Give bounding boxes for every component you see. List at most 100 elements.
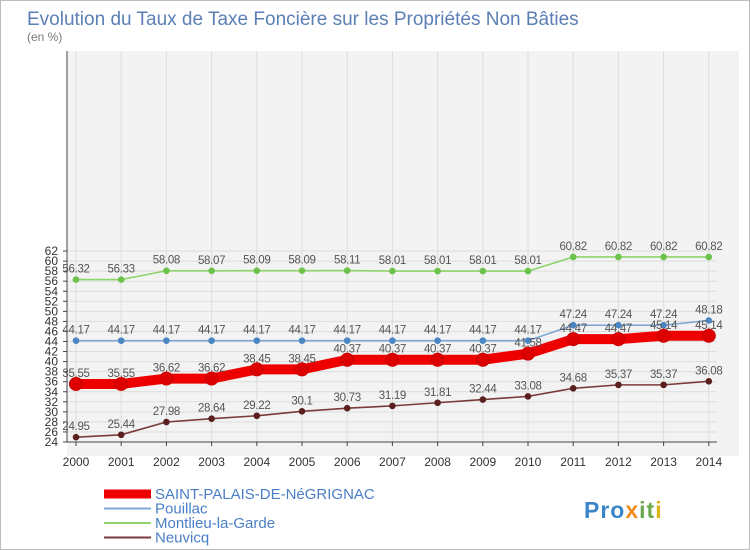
data-point-pouillac [253, 337, 261, 344]
x-tick-label: 2012 [605, 455, 632, 469]
data-point-neuvicq [117, 431, 125, 439]
data-point-saint-palais-de-n-grignac [611, 332, 626, 347]
y-tick-label: 40 [45, 355, 59, 369]
data-point-montlieu-la-garde [524, 267, 532, 275]
data-label-montlieu-la-garde: 56.33 [108, 264, 135, 276]
data-point-saint-palais-de-n-grignac [385, 352, 400, 367]
data-label-saint-palais-de-n-grignac: 40.37 [469, 344, 496, 356]
data-label-saint-palais-de-n-grignac: 45.14 [695, 320, 723, 332]
data-point-saint-palais-de-n-grignac [475, 352, 490, 367]
data-point-montlieu-la-garde [163, 267, 170, 275]
data-label-neuvicq: 30.1 [291, 395, 312, 407]
data-label-montlieu-la-garde: 56.32 [62, 264, 89, 276]
data-point-montlieu-la-garde [479, 267, 487, 275]
data-point-neuvicq [705, 377, 713, 385]
data-point-saint-palais-de-n-grignac [249, 362, 264, 377]
y-tick-label: 58 [45, 264, 59, 278]
data-point-neuvicq [253, 412, 261, 420]
data-point-neuvicq [163, 418, 170, 426]
data-label-saint-palais-de-n-grignac: 35.55 [108, 368, 135, 380]
data-label-pouillac: 44.17 [514, 325, 541, 337]
data-label-saint-palais-de-n-grignac: 38.45 [288, 353, 315, 365]
data-point-saint-palais-de-n-grignac [69, 376, 83, 391]
data-label-saint-palais-de-n-grignac: 35.55 [62, 368, 89, 380]
data-point-montlieu-la-garde [72, 276, 80, 283]
chart-ylabel: (en %) [27, 30, 62, 44]
data-label-montlieu-la-garde: 58.01 [424, 255, 451, 267]
y-tick-label: 24 [45, 435, 59, 449]
data-point-pouillac [569, 321, 577, 329]
data-label-saint-palais-de-n-grignac: 36.62 [198, 363, 225, 375]
data-label-saint-palais-de-n-grignac: 41.58 [514, 338, 541, 350]
y-tick-label: 30 [45, 405, 59, 419]
data-label-neuvicq: 25.44 [108, 419, 136, 431]
x-tick-label: 2010 [515, 455, 542, 469]
data-label-neuvicq: 29.22 [243, 400, 270, 412]
data-label-neuvicq: 35.37 [650, 369, 677, 381]
data-label-neuvicq: 31.81 [424, 387, 451, 399]
y-tick-label: 60 [45, 254, 59, 268]
y-tick-label: 38 [45, 365, 59, 379]
data-label-neuvicq: 27.98 [153, 406, 180, 418]
data-point-montlieu-la-garde [615, 253, 622, 261]
data-point-saint-palais-de-n-grignac [566, 332, 581, 347]
y-tick-label: 44 [45, 335, 59, 349]
x-tick-label: 2003 [198, 455, 225, 469]
data-point-pouillac [208, 337, 215, 344]
x-tick-label: 2007 [379, 455, 406, 469]
x-tick-label: 2001 [108, 455, 135, 469]
data-label-neuvicq: 33.08 [514, 380, 541, 392]
y-tick-label: 48 [45, 314, 59, 328]
data-label-montlieu-la-garde: 58.01 [514, 255, 541, 267]
x-tick-label: 2011 [560, 455, 586, 469]
data-label-pouillac: 44.17 [62, 325, 89, 337]
data-label-pouillac: 47.24 [560, 309, 588, 321]
data-label-pouillac: 44.17 [288, 325, 315, 337]
data-point-montlieu-la-garde [660, 253, 667, 261]
data-label-montlieu-la-garde: 58.07 [198, 255, 225, 267]
data-label-neuvicq: 34.68 [560, 372, 587, 384]
data-label-saint-palais-de-n-grignac: 40.37 [424, 344, 451, 356]
data-point-pouillac [117, 337, 125, 344]
data-point-saint-palais-de-n-grignac [295, 362, 309, 377]
data-point-neuvicq [389, 402, 396, 410]
data-label-montlieu-la-garde: 58.08 [153, 255, 180, 267]
data-point-neuvicq [615, 381, 622, 389]
data-label-saint-palais-de-n-grignac: 40.37 [334, 344, 361, 356]
data-label-pouillac: 44.17 [379, 325, 406, 337]
x-tick-label: 2009 [469, 455, 496, 469]
y-tick-label: 36 [45, 375, 59, 389]
y-tick-label: 52 [45, 294, 59, 308]
y-tick-label: 34 [45, 385, 59, 399]
x-tick-label: 2004 [243, 455, 270, 469]
series-layer [69, 253, 716, 441]
data-point-montlieu-la-garde [208, 267, 215, 275]
legend-label: SAINT-PALAIS-DE-NéGRIGNAC [155, 486, 375, 503]
y-tick-label: 32 [45, 395, 59, 409]
x-tick-label: 2008 [424, 455, 451, 469]
x-tick-label: 2000 [63, 455, 90, 469]
data-label-pouillac: 44.17 [198, 325, 225, 337]
x-tick-label: 2006 [334, 455, 361, 469]
data-point-pouillac [163, 337, 170, 344]
data-point-neuvicq [72, 433, 80, 441]
data-point-neuvicq [343, 404, 351, 412]
y-tick-label: 56 [45, 274, 59, 288]
data-label-pouillac: 47.24 [605, 309, 633, 321]
data-label-pouillac: 44.17 [424, 325, 451, 337]
data-label-pouillac: 44.17 [243, 325, 270, 337]
data-point-neuvicq [208, 415, 215, 422]
legend-label: Montlieu-la-Garde [155, 515, 275, 532]
data-label-pouillac: 48.18 [695, 304, 722, 316]
data-point-neuvicq [434, 399, 441, 407]
data-label-neuvicq: 32.44 [469, 384, 497, 396]
data-point-pouillac [298, 337, 306, 344]
x-axis-ticks: 2000 2001 2002 2003 2004 2005 2006 2007 2008 2009… [63, 442, 722, 469]
legend: SAINT-PALAIS-DE-NéGRIGNACPouillacMontlie… [104, 486, 375, 547]
data-point-saint-palais-de-n-grignac [340, 352, 355, 367]
legend-label: Pouillac [155, 501, 208, 518]
data-point-pouillac [72, 337, 80, 344]
data-point-montlieu-la-garde [434, 267, 441, 275]
